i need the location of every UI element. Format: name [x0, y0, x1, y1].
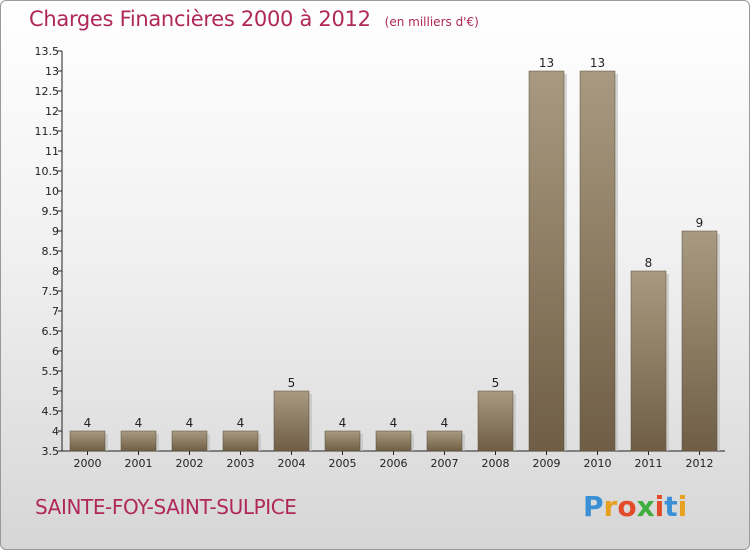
x-tick-label: 2003 — [227, 457, 255, 470]
x-tick-label: 2002 — [176, 457, 204, 470]
bar — [681, 230, 718, 452]
data-label: 4 — [390, 416, 398, 430]
logo-letter: i — [677, 490, 688, 523]
bar — [120, 430, 157, 452]
y-tick-label: 11.5 — [35, 125, 60, 138]
data-label: 4 — [441, 416, 449, 430]
data-label: 13 — [590, 56, 605, 70]
logo-letter: P — [583, 490, 604, 523]
axes: 3.5 4 4.5 5 5.5 6 6.5 7 7.5 8 8.5 9 9.5 10 10.5 11 11.5 1… — [35, 45, 725, 470]
y-tick-label: 11 — [45, 145, 59, 158]
x-tick-label: 2008 — [482, 457, 510, 470]
x-tick-label: 2007 — [431, 457, 459, 470]
y-tick-label: 9 — [52, 225, 59, 238]
data-label: 9 — [696, 216, 704, 230]
data-label: 5 — [492, 376, 500, 390]
x-tick-label: 2004 — [278, 457, 306, 470]
chart-unit: (en milliers d'€) — [384, 15, 479, 29]
data-label: 8 — [645, 256, 653, 270]
bar — [69, 430, 106, 452]
y-tick-label: 12.5 — [35, 85, 60, 98]
bar — [477, 390, 514, 452]
x-tick-label: 2000 — [74, 457, 102, 470]
bar — [579, 70, 616, 452]
bar — [630, 270, 667, 452]
y-tick-label: 6 — [52, 345, 59, 358]
logo-letter: r — [603, 490, 618, 523]
city-name: SAINTE-FOY-SAINT-SULPICE — [35, 495, 297, 519]
data-label: 4 — [237, 416, 245, 430]
data-label: 4 — [135, 416, 143, 430]
bar — [171, 430, 208, 452]
y-tick-label: 13.5 — [35, 45, 60, 58]
title-row: Charges Financières 2000 à 2012 (en milli… — [29, 7, 479, 31]
bar — [273, 390, 310, 452]
y-tick-label: 4 — [52, 425, 59, 438]
x-tick-label: 2011 — [635, 457, 663, 470]
y-tick-label: 8 — [52, 265, 59, 278]
logo-letter: t — [664, 490, 678, 523]
x-tick-label: 2009 — [533, 457, 561, 470]
y-tick-label: 7 — [52, 305, 59, 318]
bar — [528, 70, 565, 452]
y-tick-label: 4.5 — [42, 405, 60, 418]
data-label: 4 — [186, 416, 194, 430]
bar — [426, 430, 463, 452]
x-tick-label: 2001 — [125, 457, 153, 470]
y-tick-label: 12 — [45, 105, 59, 118]
bars: 4 4 4 4 5 4 4 4 5 13 13 8 9 — [69, 56, 720, 452]
data-label: 13 — [539, 56, 554, 70]
x-tick-label: 2010 — [584, 457, 612, 470]
y-tick-label: 10 — [45, 185, 59, 198]
logo-letter: x — [636, 490, 655, 523]
bar — [222, 430, 259, 452]
y-tick-label: 6.5 — [42, 325, 60, 338]
data-label: 4 — [339, 416, 347, 430]
proxiti-logo: Proxiti — [583, 490, 687, 523]
y-tick-label: 8.5 — [42, 245, 60, 258]
logo-letter: o — [617, 490, 637, 523]
data-label: 5 — [288, 376, 296, 390]
logo-letter: i — [654, 490, 665, 523]
bar — [324, 430, 361, 452]
bar — [375, 430, 412, 452]
x-tick-label: 2012 — [686, 457, 714, 470]
y-tick-label: 7.5 — [42, 285, 60, 298]
chart-title: Charges Financières 2000 à 2012 — [29, 7, 371, 31]
y-tick-label: 9.5 — [42, 205, 60, 218]
y-tick-label: 5 — [52, 385, 59, 398]
y-tick-label: 5.5 — [42, 365, 60, 378]
y-tick-label: 3.5 — [42, 445, 60, 458]
data-label: 4 — [84, 416, 92, 430]
x-tick-label: 2005 — [329, 457, 357, 470]
y-tick-label: 10.5 — [35, 165, 60, 178]
y-tick-label: 13 — [45, 65, 59, 78]
x-tick-label: 2006 — [380, 457, 408, 470]
